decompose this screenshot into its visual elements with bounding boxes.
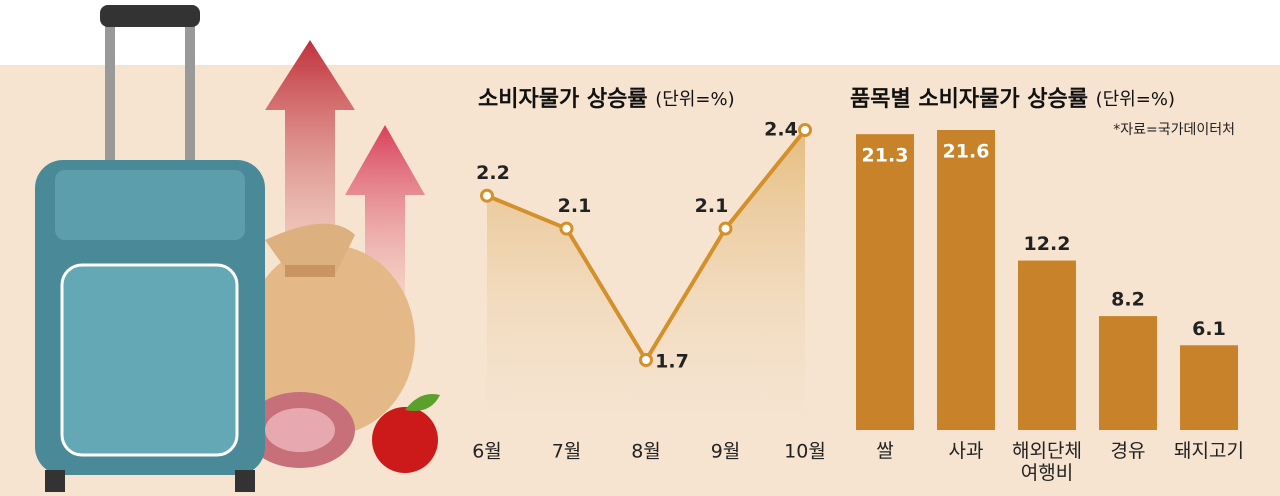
x-tick-label: 10월	[784, 441, 826, 463]
x-tick-label: 8월	[631, 441, 661, 463]
bar	[1180, 345, 1238, 430]
data-label: 12.2	[1024, 233, 1071, 255]
line-point	[559, 221, 574, 236]
data-label: 21.6	[943, 141, 990, 163]
line-area	[487, 130, 805, 430]
chart-title: 품목별 소비자물가 상승률	[850, 87, 1088, 112]
data-label: 6.1	[1192, 318, 1226, 340]
chart-subtitle: (단위=%)	[1096, 89, 1175, 110]
x-tick-label: 6월	[472, 441, 502, 463]
data-label: 2.4	[764, 119, 798, 141]
source-note: *자료=국가데이터처	[1113, 122, 1235, 138]
chart-subtitle: (단위=%)	[655, 89, 734, 110]
chart-heading: 소비자물가 상승률 (단위=%)	[478, 87, 735, 112]
data-label: 2.1	[695, 195, 729, 217]
chart-title: 소비자물가 상승률	[478, 87, 648, 112]
data-label: 2.1	[558, 195, 592, 217]
x-tick-label: 7월	[552, 441, 582, 463]
data-label: 2.2	[476, 162, 510, 184]
x-tick-label: 쌀	[876, 440, 894, 462]
illustration	[35, 5, 440, 492]
bar	[1099, 316, 1157, 430]
line-point	[718, 221, 733, 236]
line-point	[480, 188, 494, 203]
data-label: 1.7	[655, 351, 689, 373]
x-tick-label: 경유	[1110, 440, 1146, 462]
x-tick-label: 9월	[711, 441, 741, 463]
data-label: 8.2	[1111, 289, 1145, 311]
x-tick-label: 돼지고기	[1174, 440, 1244, 462]
bar	[937, 130, 995, 430]
line-point	[798, 123, 812, 137]
data-label: 21.3	[862, 145, 909, 167]
chart-heading: 품목별 소비자물가 상승률 (단위=%)	[850, 87, 1175, 112]
line-point	[639, 353, 653, 367]
x-tick-label: 해외단체 여행비	[1012, 440, 1082, 484]
bar	[856, 134, 914, 430]
x-tick-label: 사과	[948, 440, 984, 462]
bar	[1018, 260, 1076, 430]
